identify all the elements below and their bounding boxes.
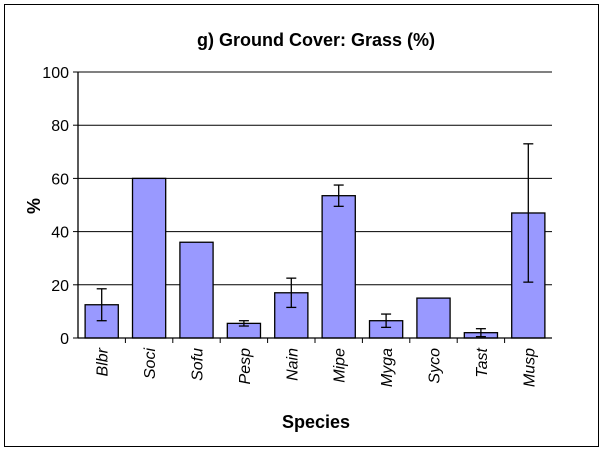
- x-tick-label: Syco: [427, 348, 444, 384]
- x-tick-label: Mipe: [332, 348, 349, 383]
- bar-sofu: [179, 241, 214, 339]
- bars: [84, 177, 546, 339]
- x-tick-labels: Blbr Soci Sofu Pesp Nain Mipe Myga Syco Tast Musp: [95, 338, 538, 387]
- x-tick-label: Soci: [142, 348, 159, 380]
- x-tick-label: Blbr: [95, 347, 112, 376]
- bar-nain: [274, 292, 309, 339]
- bar-mipe: [321, 195, 356, 339]
- chart-frame: [4, 4, 599, 447]
- x-tick-label: Tast: [474, 347, 491, 377]
- y-tick-label: 0: [60, 331, 69, 348]
- y-tick-label: 60: [51, 171, 69, 188]
- x-tick-label: Nain: [284, 348, 301, 381]
- x-tick-label: Sofu: [190, 348, 207, 381]
- x-tick-label: Myga: [379, 348, 396, 387]
- y-tick-labels: 0 20 40 60 80 100: [42, 65, 69, 348]
- x-tick-label: Pesp: [237, 348, 254, 385]
- bar-soci: [131, 177, 167, 339]
- chart-title: g) Ground Cover: Grass (%): [197, 30, 435, 50]
- error-bars: [96, 143, 534, 338]
- y-tick-label: 40: [51, 225, 69, 242]
- bar-syco: [416, 297, 451, 339]
- y-tick-label: 80: [51, 118, 69, 135]
- y-tick-label: 20: [51, 278, 69, 295]
- x-axis-label: Species: [282, 412, 350, 432]
- y-tick-label: 100: [42, 65, 69, 82]
- y-axis-label: %: [24, 198, 44, 214]
- x-tick-label: Musp: [521, 348, 538, 387]
